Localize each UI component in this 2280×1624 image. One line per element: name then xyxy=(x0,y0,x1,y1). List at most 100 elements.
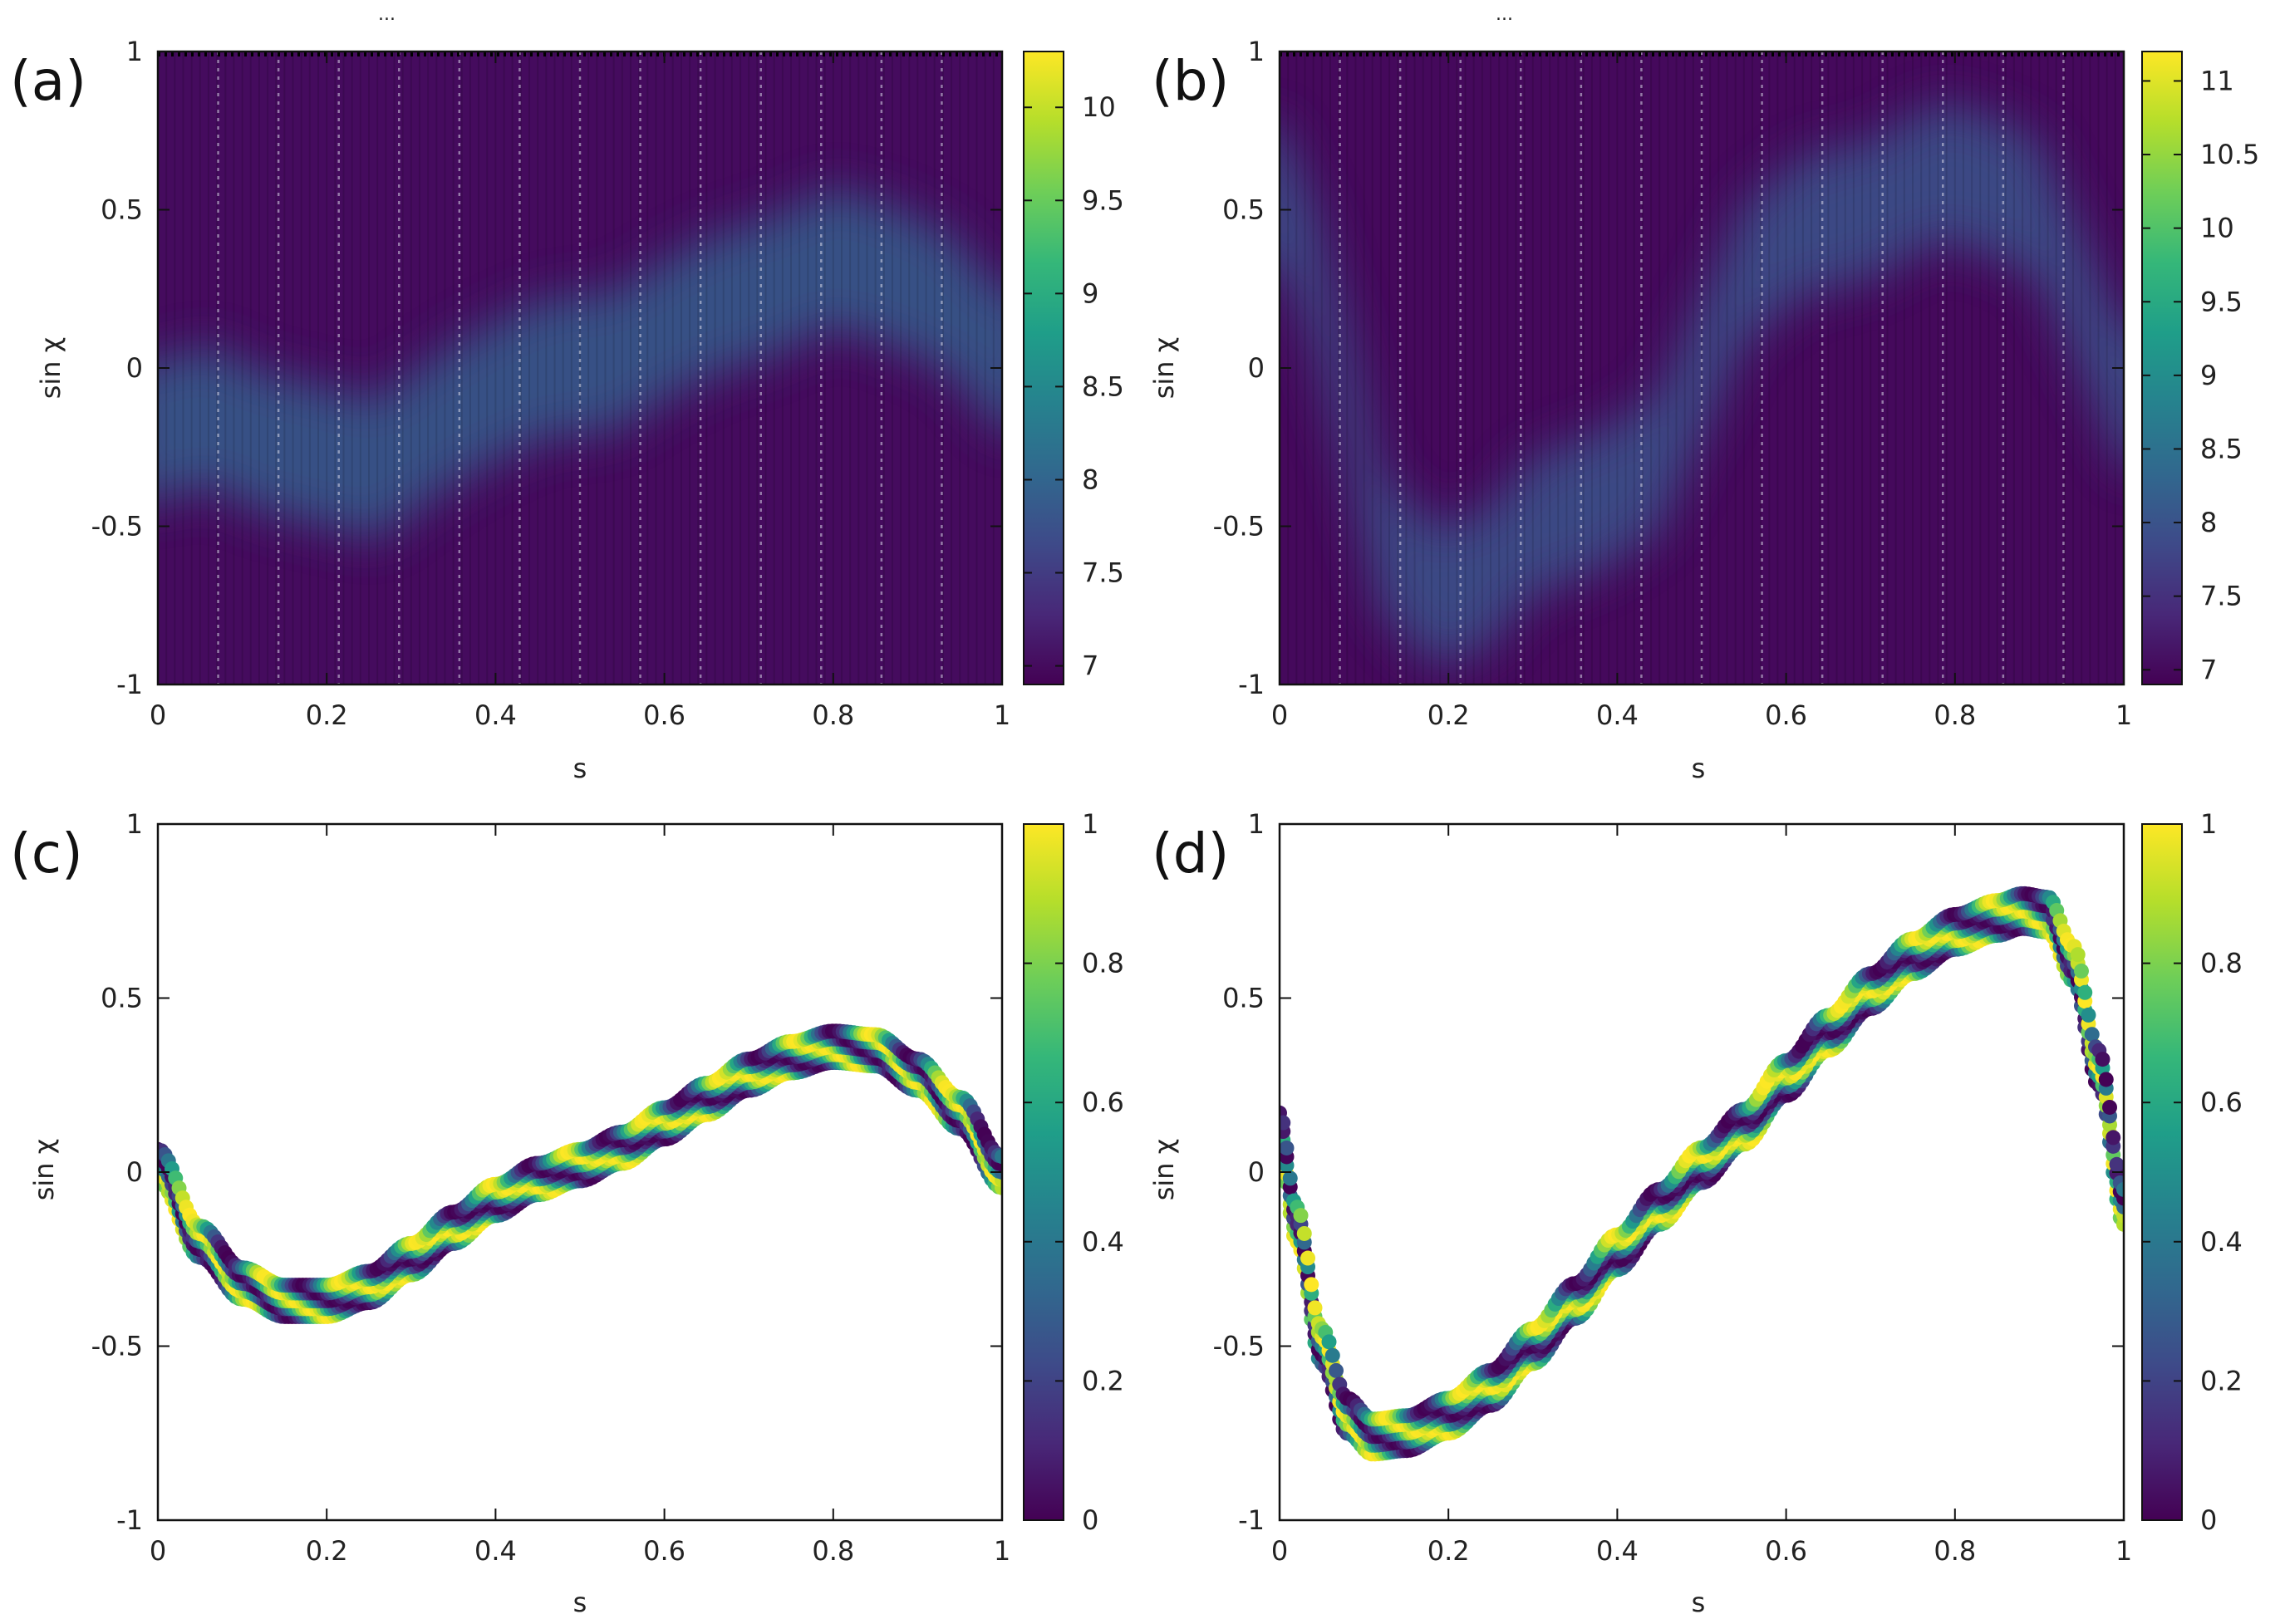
x-tick-label: 0.4 xyxy=(1596,1535,1639,1567)
y-tick-label: 0.5 xyxy=(101,983,143,1014)
colorbar-gradient xyxy=(2141,51,2183,685)
plot-area-d xyxy=(1280,886,2124,1462)
y-tick-label: 0 xyxy=(126,352,143,384)
colorbar-tick-label: 10 xyxy=(2200,213,2234,244)
scatter-point xyxy=(2070,947,2086,963)
x-tick-label: 1 xyxy=(2115,699,2132,731)
x-tick-label: 0.8 xyxy=(1934,1535,1976,1567)
x-axis-label-c: s xyxy=(573,1587,587,1618)
y-tick-label: 1 xyxy=(1248,808,1265,840)
colorbar-tick-label: 1 xyxy=(2200,808,2217,840)
scatter-point xyxy=(1321,1334,1337,1350)
x-tick-label: 1 xyxy=(2115,1535,2132,1567)
y-tick-label: 0 xyxy=(126,1156,143,1188)
colorbar-gradient xyxy=(2141,823,2183,1521)
scatter-point xyxy=(1304,1277,1319,1293)
axes-a: 0 0.2 0.4 0.6 0.8 1 -1 -0.5 0 0.5 1 xyxy=(91,36,1011,731)
panel-d: (d) 0 0.2 0.4 0.6 0.8 1 -1 -0.5 0 0.5 1 0 0.2 0.4 0.6… xyxy=(1148,808,2243,1618)
y-tick-label: -0.5 xyxy=(1213,511,1265,542)
scatter-point xyxy=(1324,1347,1340,1363)
colorbar-tick-label: 0.6 xyxy=(2200,1087,2243,1118)
x-tick-label: 1 xyxy=(994,1535,1010,1567)
scatter-point xyxy=(2106,1130,2121,1146)
panel-label-a: (a) xyxy=(10,49,86,113)
panel-label-c: (c) xyxy=(10,822,83,886)
colorbar-tick-label: 7.5 xyxy=(1082,557,1124,589)
y-tick-label: 0.5 xyxy=(101,194,143,226)
colorbar-tick-label: 7 xyxy=(1082,650,1098,682)
x-tick-label: 0.6 xyxy=(643,699,685,731)
colorbar-tick-label: 0.2 xyxy=(2200,1365,2243,1396)
colorbar-tick-label: 10 xyxy=(1082,91,1116,123)
colorbar-tick-label: 9 xyxy=(2200,360,2217,391)
colorbar-gradient xyxy=(1023,51,1064,685)
colorbar-tick-label: 8.5 xyxy=(2200,433,2243,464)
plot-area-b xyxy=(1280,52,2124,684)
x-tick-label: 0 xyxy=(150,699,166,731)
scatter-point xyxy=(1329,1362,1344,1378)
scatter-point xyxy=(1282,1170,1298,1186)
x-tick-label: 0.4 xyxy=(474,699,517,731)
colorbar-c: 0 0.2 0.4 0.6 0.8 1 xyxy=(1023,808,1124,1536)
scatter-point xyxy=(1307,1300,1323,1316)
colorbar-tick-label: 0.4 xyxy=(1082,1226,1124,1258)
y-tick-label: -1 xyxy=(1238,669,1265,700)
colorbar-tick-label: 0 xyxy=(1082,1504,1098,1536)
scatter-point xyxy=(2116,1181,2124,1197)
panel-c: (c) 0 0.2 0.4 0.6 0.8 1 -1 -0.5 0 0.5 1 0 0.2 0.4 0.6… xyxy=(10,808,1124,1618)
colorbar-tick-label: 8 xyxy=(2200,507,2217,538)
y-tick-label: 1 xyxy=(126,36,143,67)
x-tick-label: 0.8 xyxy=(1934,699,1976,731)
y-tick-label: 0 xyxy=(1248,352,1265,384)
colorbar-tick-label: 0.6 xyxy=(1082,1087,1124,1118)
x-axis-label-a: s xyxy=(573,753,587,784)
top-marker-b: ... xyxy=(1496,4,1513,25)
scatter-point xyxy=(2077,984,2093,1000)
heatmap-band xyxy=(158,187,1002,539)
colorbar-tick-label: 7.5 xyxy=(2200,581,2243,612)
x-axis-label-d: s xyxy=(1692,1587,1706,1618)
y-tick-label: -1 xyxy=(116,669,143,700)
scatter-point xyxy=(2101,1099,2117,1115)
scatter-point xyxy=(2098,1072,2114,1087)
colorbar-gradient xyxy=(1023,823,1064,1521)
y-tick-label: 0.5 xyxy=(1222,194,1265,226)
y-tick-label: 1 xyxy=(126,808,143,840)
x-tick-label: 0.2 xyxy=(1427,699,1470,731)
y-tick-label: 0.5 xyxy=(1222,983,1265,1014)
colorbar-tick-label: 10.5 xyxy=(2200,139,2259,170)
scatter-point xyxy=(2073,963,2089,979)
colorbar-tick-label: 0.2 xyxy=(1082,1365,1124,1396)
y-tick-label: -1 xyxy=(1238,1504,1265,1536)
x-axis-label-b: s xyxy=(1692,753,1706,784)
x-tick-label: 0.6 xyxy=(1765,1535,1807,1567)
colorbar-tick-label: 11 xyxy=(2200,65,2234,96)
scatter-point xyxy=(1280,1115,1291,1131)
panel-label-d: (d) xyxy=(1152,822,1229,886)
colorbar-tick-label: 0 xyxy=(2200,1504,2217,1536)
colorbar-tick-label: 0.4 xyxy=(2200,1226,2243,1258)
colorbar-tick-label: 9.5 xyxy=(2200,286,2243,317)
scatter-point xyxy=(2109,1156,2124,1172)
x-tick-label: 0.6 xyxy=(643,1535,685,1567)
x-tick-label: 0.8 xyxy=(812,699,854,731)
colorbar-tick-label: 9.5 xyxy=(1082,184,1124,216)
colorbar-b: 7 7.5 8 8.5 9 9.5 10 10.5 11 xyxy=(2141,51,2259,685)
colorbar-tick-label: 8 xyxy=(1082,464,1098,495)
y-tick-label: 1 xyxy=(1248,36,1265,67)
colorbar-tick-label: 9 xyxy=(1082,277,1098,309)
x-tick-label: 0.4 xyxy=(1596,699,1639,731)
scatter-point xyxy=(2081,1007,2096,1023)
colorbar-tick-label: 1 xyxy=(1082,808,1098,840)
x-tick-label: 0.2 xyxy=(306,1535,348,1567)
plot-area-c xyxy=(158,1023,1002,1324)
x-tick-label: 0.8 xyxy=(812,1535,854,1567)
panel-b: (b) ... 0 0.2 0.4 0.6 0.8 1 -1 -0.5 0 0.5 1 7 7.5 8 8… xyxy=(1148,4,2259,784)
top-marker-a: ... xyxy=(378,4,396,25)
x-tick-label: 0 xyxy=(1271,699,1288,731)
scatter-point xyxy=(2095,1052,2110,1067)
y-axis-label-b: sin χ xyxy=(1148,337,1180,400)
y-tick-label: 0 xyxy=(1248,1156,1265,1188)
y-axis-label-a: sin χ xyxy=(35,337,66,400)
